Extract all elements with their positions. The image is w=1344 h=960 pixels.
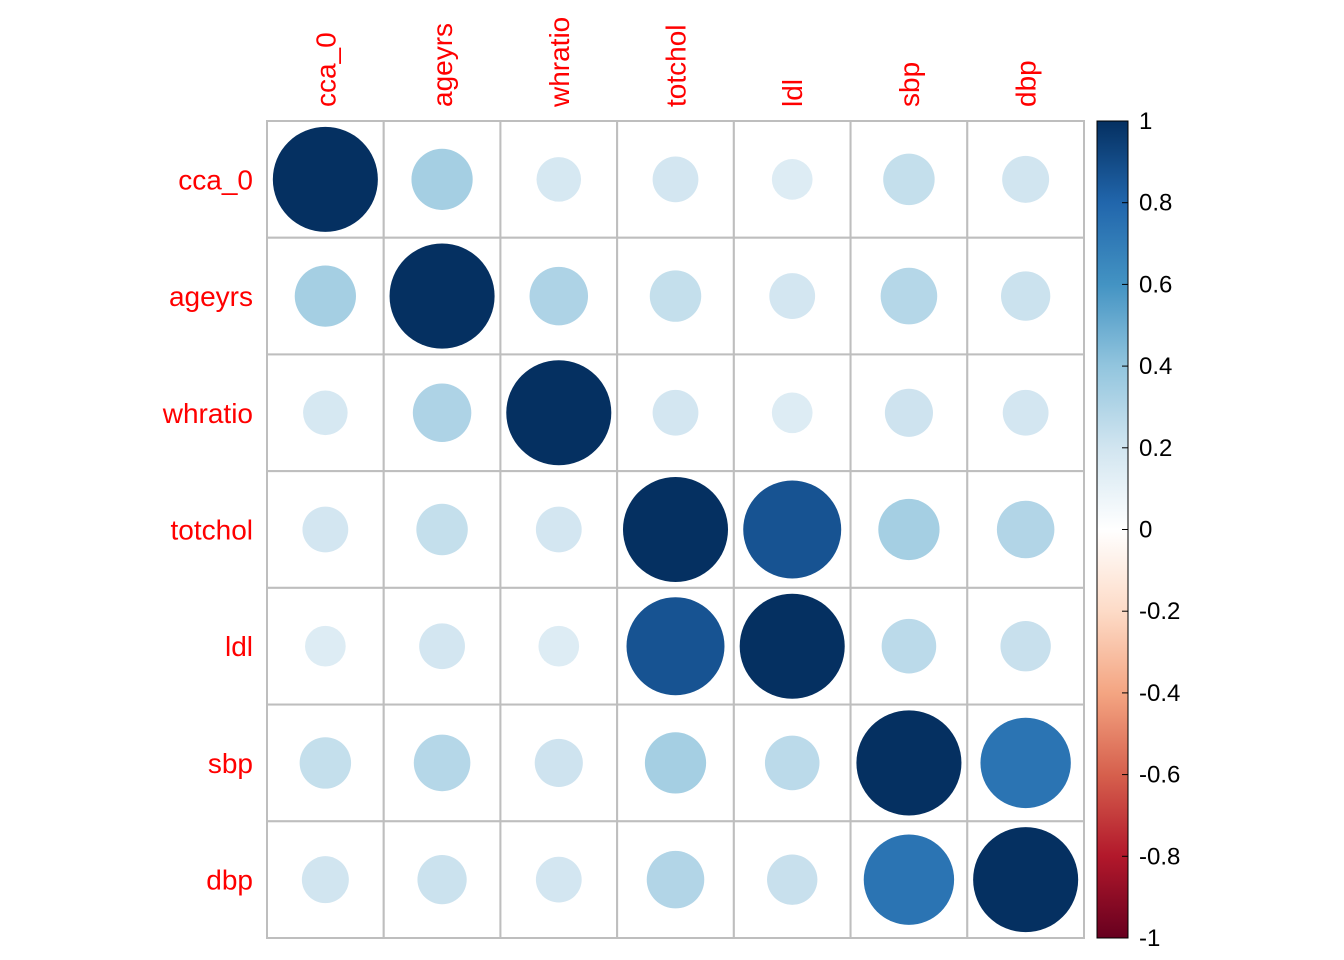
legend-tick-label: 1: [1139, 108, 1152, 135]
corr-circle-dbp-whratio: [535, 856, 582, 903]
legend-tick-label: -0.6: [1139, 762, 1180, 789]
corr-circle-ldl-totchol: [626, 597, 725, 696]
corr-circle-ageyrs-cca_0: [294, 265, 356, 327]
corr-circle-ageyrs-whratio: [529, 266, 589, 326]
grid-cell: [966, 236, 1085, 356]
legend-tick-label: -0.8: [1139, 843, 1180, 870]
corr-circle-sbp-ldl: [764, 735, 820, 791]
corr-circle-ageyrs-ageyrs: [389, 243, 495, 349]
corr-circle-ldl-dbp: [1000, 621, 1051, 672]
corr-circle-whratio-ageyrs: [412, 383, 472, 443]
corr-circle-sbp-dbp: [980, 717, 1071, 809]
corr-circle-sbp-ageyrs: [413, 734, 471, 792]
row-label-dbp: dbp: [206, 865, 253, 896]
corr-circle-totchol-cca_0: [302, 506, 349, 553]
corr-circle-whratio-totchol: [652, 389, 699, 436]
corr-circle-dbp-sbp: [863, 834, 955, 925]
corr-circle-ldl-ageyrs: [419, 623, 465, 670]
corr-circle-ldl-whratio: [538, 625, 580, 667]
legend-tick-label: 0.8: [1139, 190, 1172, 217]
corr-circle-cca_0-sbp: [883, 153, 935, 206]
corr-circle-sbp-whratio: [534, 738, 583, 787]
corr-circle-ldl-ldl: [739, 593, 845, 699]
row-label-totchol: totchol: [171, 515, 254, 546]
col-label-dbp: dbp: [1011, 60, 1042, 107]
corr-circle-ageyrs-ldl: [769, 273, 816, 319]
corr-circle-totchol-ageyrs: [416, 503, 468, 556]
col-label-whratio: whratio: [544, 17, 575, 108]
corr-circle-ldl-cca_0: [305, 625, 346, 667]
corr-circle-cca_0-totchol: [652, 156, 699, 203]
corr-circle-whratio-ldl: [771, 392, 813, 434]
corr-circle-ageyrs-sbp: [880, 267, 938, 325]
col-label-totchol: totchol: [661, 25, 692, 108]
color-legend: 1 0.8 0.6 0.4 0.2 0 -0.2 -0.4 -0.6 -0.8 -1: [1096, 108, 1180, 952]
row-label-cca_0: cca_0: [178, 164, 253, 195]
correlation-grid: [266, 120, 1085, 939]
corr-circle-sbp-sbp: [856, 710, 962, 816]
corr-circle-ldl-sbp: [881, 618, 937, 674]
corr-circle-dbp-cca_0: [301, 856, 349, 904]
column-labels: cca_0 ageyrs whratio totchol ldl sbp dbp: [310, 17, 1041, 108]
corr-circle-cca_0-cca_0: [272, 126, 378, 232]
corr-circle-cca_0-ageyrs: [411, 148, 473, 210]
legend-tick-label: -0.2: [1139, 598, 1180, 625]
corr-circle-dbp-ldl: [767, 854, 818, 905]
corr-circle-totchol-sbp: [878, 498, 940, 561]
corr-circle-dbp-totchol: [646, 850, 705, 909]
corr-circle-dbp-ageyrs: [417, 855, 467, 905]
grid-cell: [266, 470, 385, 589]
corr-circle-cca_0-dbp: [1002, 155, 1050, 203]
legend-tick-label: 0.6: [1139, 271, 1172, 298]
col-label-ageyrs: ageyrs: [427, 23, 458, 107]
col-label-ldl: ldl: [777, 79, 808, 107]
corr-circle-sbp-cca_0: [299, 737, 352, 789]
corr-circle-totchol-totchol: [622, 476, 729, 583]
corr-circle-whratio-sbp: [884, 388, 933, 437]
corr-circle-totchol-dbp: [996, 500, 1055, 559]
col-label-sbp: sbp: [894, 62, 925, 107]
corr-circle-cca_0-whratio: [536, 157, 582, 202]
row-label-sbp: sbp: [208, 748, 253, 779]
legend-tick-label: -0.4: [1139, 680, 1180, 707]
row-label-whratio: whratio: [162, 398, 253, 429]
legend-tick-label: -1: [1139, 925, 1160, 952]
correlation-circles: [272, 126, 1079, 933]
corr-circle-ageyrs-totchol: [649, 270, 702, 322]
corr-circle-ageyrs-dbp: [1001, 271, 1051, 321]
legend-tick-label: 0.4: [1139, 353, 1172, 380]
legend-ticks: 1 0.8 0.6 0.4 0.2 0 -0.2 -0.4 -0.6 -0.8 -1: [1122, 108, 1180, 952]
corr-circle-totchol-whratio: [535, 506, 582, 553]
legend-tick-label: 0.2: [1139, 435, 1172, 462]
grid-cell: [616, 703, 735, 823]
corr-circle-whratio-dbp: [1002, 389, 1049, 436]
corr-circle-whratio-whratio: [506, 360, 612, 466]
corr-circle-cca_0-ldl: [771, 159, 813, 200]
corr-circle-dbp-dbp: [973, 827, 1079, 933]
legend-tick-label: 0: [1139, 517, 1152, 544]
corr-circle-whratio-cca_0: [303, 390, 348, 436]
row-label-ageyrs: ageyrs: [169, 281, 253, 312]
grid-cell: [266, 236, 385, 356]
row-label-ldl: ldl: [225, 631, 253, 662]
col-label-cca_0: cca_0: [310, 32, 341, 107]
corr-circle-totchol-ldl: [743, 480, 842, 579]
corr-circle-sbp-totchol: [644, 732, 707, 794]
